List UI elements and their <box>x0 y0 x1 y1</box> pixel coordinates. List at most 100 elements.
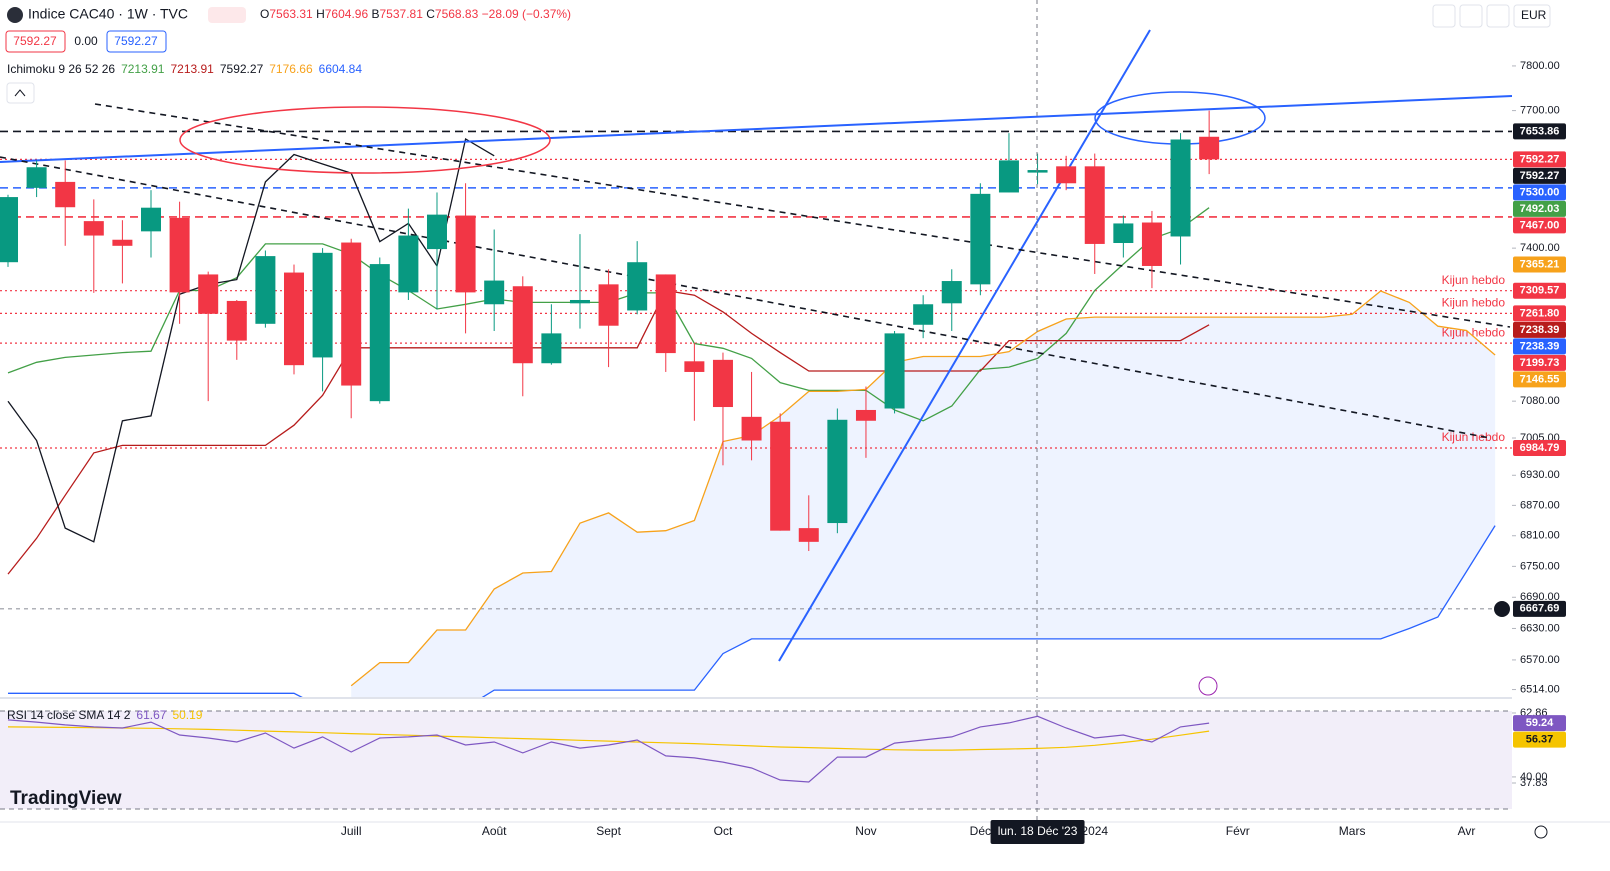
toolbar-button[interactable] <box>1432 4 1456 28</box>
currency: EUR <box>1521 8 1547 22</box>
price-tag <box>1513 217 1566 234</box>
time-axis: Juill Août Sept Oct Nov Déc 2024 Févr Mars Avr lun… <box>341 820 1476 844</box>
axes: 7800.007700.007400.007080.007005.006930.… <box>1512 60 1560 789</box>
candle-body <box>26 167 47 188</box>
candle-body <box>827 419 848 524</box>
legend-value: 61.67 <box>136 708 166 722</box>
y-tick-label: 7400.00 <box>1520 242 1560 254</box>
settings-icon[interactable] <box>1534 825 1548 839</box>
price-tag <box>1513 338 1566 355</box>
candle-body <box>798 528 819 542</box>
label: H <box>316 7 325 21</box>
ichimoku-line <box>8 525 1496 697</box>
price-tag-label: 7592.27 <box>1520 170 1560 182</box>
collapse-button[interactable] <box>6 82 35 104</box>
x-tick-label: 2024 <box>1081 824 1108 838</box>
candle-body <box>255 256 276 324</box>
event-icon[interactable] <box>1198 676 1218 696</box>
x-tick-label: Nov <box>855 824 876 838</box>
x-tick-label: Oct <box>714 824 733 838</box>
price-tag-label: 7146.55 <box>1520 373 1560 385</box>
crosshair-label: lun. 18 Déc '23 <box>998 824 1078 838</box>
cloud-area <box>351 290 1496 697</box>
pane-separator <box>0 697 1512 699</box>
ichimoku-line <box>7 137 495 543</box>
rsi-tag <box>1513 715 1566 732</box>
toolbar-button[interactable] <box>1486 4 1510 28</box>
candle-body <box>112 239 133 246</box>
ask: 7592.27 <box>114 34 158 48</box>
drawings <box>0 29 1512 662</box>
price-tag <box>1513 600 1566 617</box>
sell-button[interactable] <box>5 30 66 53</box>
candle-body <box>169 217 190 293</box>
toolbar-button[interactable] <box>1459 4 1483 28</box>
candle-body <box>312 252 333 358</box>
candle-body <box>341 242 362 386</box>
rsi-lines <box>7 715 1210 783</box>
x-tick-label: Févr <box>1226 824 1250 838</box>
candle-body <box>283 272 304 366</box>
candle-body <box>1056 166 1077 184</box>
chevron-icon <box>14 89 26 97</box>
crosshair-label-box <box>990 820 1085 844</box>
label: RSI 14 close SMA 14 2 <box>7 708 131 722</box>
rsi-tag <box>1513 731 1566 748</box>
label: C <box>426 7 435 21</box>
candles <box>0 110 1220 552</box>
x-tick-label: Août <box>482 824 507 838</box>
price-tag-label: 7653.86 <box>1520 125 1560 137</box>
currency-button[interactable] <box>1513 4 1551 28</box>
ohlc-legend: O7563.31 H7604.96 B7537.81 C7568.83 −28.… <box>260 7 571 21</box>
sma-line <box>7 726 1210 751</box>
line-note: Kijun hebdo <box>1442 273 1506 287</box>
candle-body <box>684 361 705 372</box>
price-tag-label: 7199.73 <box>1520 357 1560 369</box>
candle-body <box>426 214 447 250</box>
flag-button[interactable] <box>208 7 246 23</box>
x-tick-label: Juill <box>341 824 362 838</box>
y-tick-label: 6690.00 <box>1520 591 1560 603</box>
rsi-tag-label: 59.24 <box>1526 717 1554 729</box>
trend-line <box>94 103 1511 328</box>
price-tag <box>1513 440 1566 457</box>
add-icon[interactable] <box>1494 601 1510 617</box>
label: Ichimoku 9 26 52 26 <box>7 62 115 76</box>
price-tag <box>1513 305 1566 322</box>
price-tag <box>1513 123 1566 140</box>
candle-body <box>712 359 733 408</box>
price-tag-label: 7238.39 <box>1520 340 1560 352</box>
candle-body <box>226 300 247 341</box>
candle-body <box>569 299 590 304</box>
x-tick-label: Déc <box>970 824 991 838</box>
legend-value: 7213.91 <box>170 62 214 76</box>
bid: 7592.27 <box>13 34 57 48</box>
y-tick-label: 7080.00 <box>1520 395 1560 407</box>
candle-body <box>627 262 648 311</box>
candle-body <box>998 160 1019 193</box>
candle-body <box>1199 136 1220 160</box>
legend-value: 7213.91 <box>121 62 165 76</box>
price-tag <box>1513 371 1566 388</box>
candle-body <box>741 416 762 441</box>
price-tag-label: 7592.27 <box>1520 153 1560 165</box>
price-tag-label: 7530.00 <box>1520 186 1560 198</box>
legend-value: 7176.66 <box>269 62 313 76</box>
y-tick-label: 6630.00 <box>1520 622 1560 634</box>
x-tick-label: Avr <box>1458 824 1476 838</box>
candle-body <box>55 181 76 208</box>
candle-body <box>369 264 390 402</box>
y-tick-label: 6810.00 <box>1520 530 1560 542</box>
y-tick-label: 7700.00 <box>1520 105 1560 117</box>
candle-body <box>855 409 876 421</box>
line-note: Kijun hebdo <box>1442 296 1506 310</box>
buy-button[interactable] <box>106 30 167 53</box>
ichimoku-line <box>350 290 1496 687</box>
price-tag <box>1513 167 1566 184</box>
y-tick-label: 6750.00 <box>1520 560 1560 572</box>
legend-value: 50.19 <box>172 708 202 722</box>
price-tag <box>1513 282 1566 299</box>
candle-body <box>398 235 419 293</box>
candle-body <box>941 281 962 304</box>
